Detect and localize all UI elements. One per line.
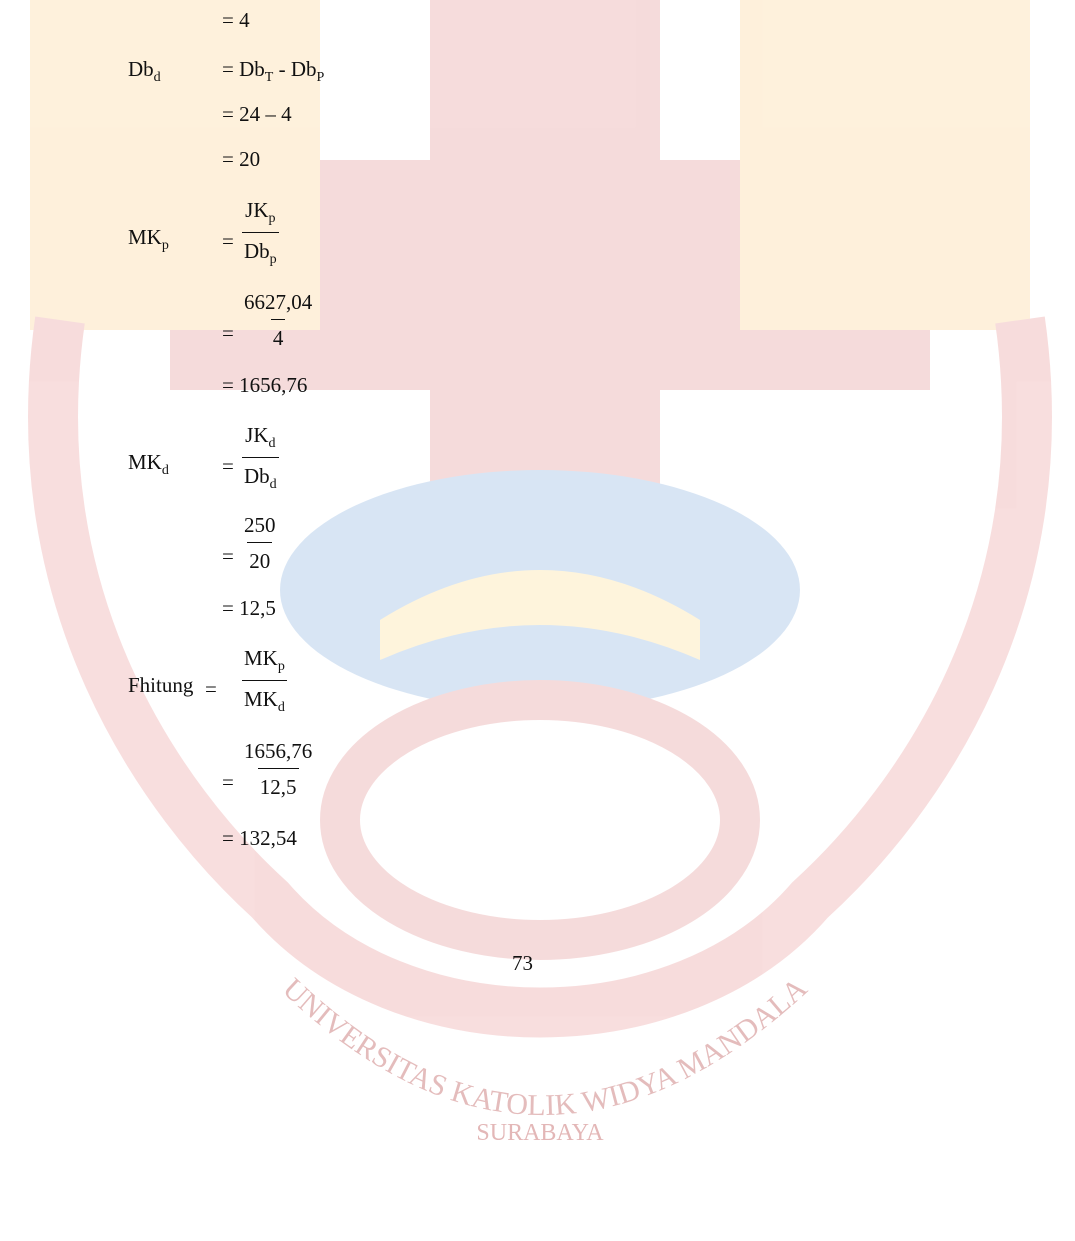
expression: = 20 [222,149,260,170]
label-sub: d [154,70,161,85]
denominator-sub: d [278,700,285,715]
label-base: Db [128,57,154,81]
watermark-city: SURABAYA [476,1120,604,1146]
label-sub: p [162,238,169,253]
watermark: UNIVERSITAS KATOLIK WIDYA MANDALA SURABA… [0,0,1075,1241]
expr-text: = 24 – 4 [222,102,292,126]
equals-sign: = [222,546,234,567]
equals-sign: = [205,679,217,700]
page-number: 73 [512,953,533,974]
denominator: MKd [242,680,287,715]
expression: = 132,54 [222,828,297,849]
expr-text: = 20 [222,147,260,171]
expr-sub: P [317,70,325,85]
row-label: MKp [128,227,169,253]
numerator: 250 [242,515,278,542]
denominator-sub: d [270,477,277,492]
numerator-base: 6627,04 [244,290,312,314]
fraction: 6627,04 4 [242,292,314,349]
expr-text: = 1656,76 [222,373,307,397]
watermark-logo [30,0,1030,1013]
expression: = 24 – 4 [222,104,292,125]
label-base: Fhitung [128,673,193,697]
fraction: 250 20 [242,515,278,572]
numerator-sub: p [278,659,285,674]
expr-text: = Db [222,57,265,81]
numerator-base: JK [245,198,268,222]
row-label: Dbd [128,59,161,85]
expr-text: = 132,54 [222,826,297,850]
expr-text: - Db [273,57,316,81]
denominator-base: 20 [249,549,270,573]
denominator-base: MK [244,687,278,711]
numerator: JKp [243,200,277,232]
equals-sign: = [222,772,234,793]
row-label: MKd [128,452,169,478]
numerator: 1656,76 [242,741,314,768]
numerator-sub: p [269,211,276,226]
numerator-sub: d [269,436,276,451]
expression: = 12,5 [222,598,276,619]
numerator-base: JK [245,423,268,447]
denominator: Dbp [242,232,279,267]
equals-sign: = [222,323,234,344]
numerator-base: MK [244,646,278,670]
denominator: Dbd [242,457,279,492]
numerator-base: 250 [244,513,276,537]
numerator: MKp [242,648,287,680]
denominator: 4 [271,319,286,349]
denominator-base: 12,5 [260,775,297,799]
page: UNIVERSITAS KATOLIK WIDYA MANDALA SURABA… [0,0,1075,1241]
numerator-base: 1656,76 [244,739,312,763]
label-sub: d [162,463,169,478]
expr-text: = 4 [222,8,250,32]
denominator-base: 4 [273,326,284,350]
numerator: JKd [243,425,277,457]
expression: = DbT - DbP [222,59,324,85]
row-label: Fhitung [128,675,193,696]
fraction: 1656,76 12,5 [242,741,314,798]
numerator: 6627,04 [242,292,314,319]
label-base: MK [128,450,162,474]
denominator: 20 [247,542,272,572]
expr-text: = 12,5 [222,596,276,620]
denominator: 12,5 [258,768,299,798]
equals-sign: = [222,456,234,477]
expression: = 4 [222,10,250,31]
denominator-base: Db [244,239,270,263]
label-base: MK [128,225,162,249]
expression: = 1656,76 [222,375,307,396]
equals-sign: = [222,231,234,252]
denominator-base: Db [244,464,270,488]
denominator-sub: p [270,252,277,267]
